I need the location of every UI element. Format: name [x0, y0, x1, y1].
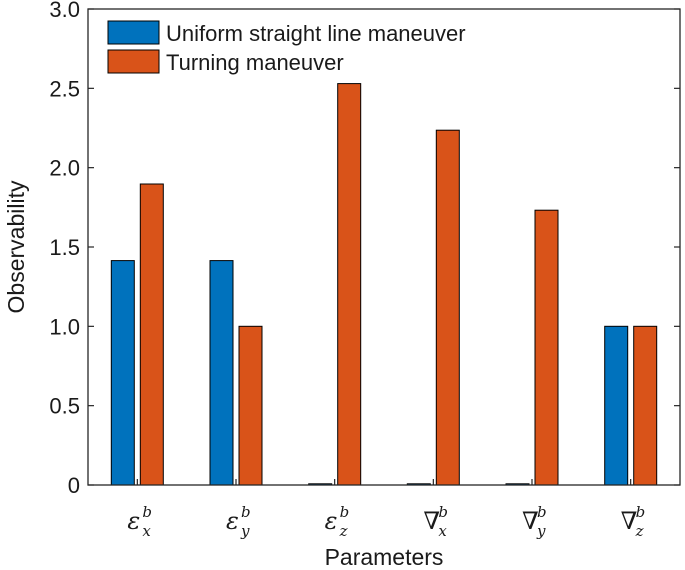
x-tick-label-superscript: b — [636, 503, 646, 521]
x-axis-ticks: ε bx ε by ε bz ∇bx ∇by ∇bz — [127, 479, 645, 540]
bar-turning-1 — [238, 325, 263, 486]
bar-turning-0 — [139, 183, 164, 486]
y-axis-label: Observability — [3, 180, 29, 313]
x-tick-label-superscript: b — [241, 503, 251, 521]
y-tick-label: 3.0 — [49, 0, 80, 22]
x-tick-label-symbol: ∇ — [621, 507, 638, 535]
bar-uniform-0 — [110, 260, 135, 486]
bar-turning-2 — [337, 83, 362, 486]
x-tick-label-subscript: y — [240, 522, 250, 540]
x-tick-label-symbol: ε — [325, 507, 338, 535]
bar-uniform-5 — [604, 325, 629, 486]
y-tick-label: 1.0 — [49, 314, 80, 339]
bar-turning-3 — [435, 129, 460, 486]
x-tick-label: ∇bz — [621, 503, 646, 540]
legend-swatch-turning — [107, 49, 160, 74]
x-tick-label-subscript: y — [536, 522, 546, 540]
x-tick-label-symbol: ε — [127, 507, 140, 535]
bar-turning-4 — [534, 209, 559, 486]
x-tick-label-superscript: b — [142, 503, 152, 521]
x-tick-label: ∇by — [522, 503, 547, 540]
y-tick-label: 2.0 — [49, 156, 80, 181]
x-tick-label-symbol: ε — [226, 507, 239, 535]
bar-uniform-1 — [209, 260, 234, 486]
x-tick-label-subscript: x — [142, 522, 151, 540]
y-tick-label: 1.5 — [49, 235, 80, 260]
x-tick-label-superscript: b — [537, 503, 547, 521]
x-tick-label: ε bx — [127, 503, 152, 540]
x-tick-label: ∇bx — [423, 503, 448, 540]
x-tick-label-superscript: b — [438, 503, 448, 521]
y-tick-label: 0.5 — [49, 394, 80, 419]
x-tick-label-subscript: z — [635, 522, 644, 540]
x-tick-label-symbol: ∇ — [423, 507, 440, 535]
x-tick-label-superscript: b — [340, 503, 350, 521]
y-axis-ticks: 0 0.5 1.0 1.5 2.0 2.5 3.0 — [49, 0, 680, 498]
legend-label-uniform: Uniform straight line maneuver — [166, 21, 466, 46]
legend-swatch-uniform — [107, 20, 160, 45]
x-tick-label: ε bz — [325, 503, 350, 540]
legend: Uniform straight line maneuver Turning ma… — [107, 20, 466, 75]
x-tick-label: ε by — [226, 503, 251, 540]
x-tick-label-symbol: ∇ — [522, 507, 539, 535]
legend-label-turning: Turning maneuver — [166, 50, 344, 75]
y-tick-label: 0 — [68, 473, 80, 498]
axes-box — [87, 8, 681, 486]
x-tick-label-subscript: x — [438, 522, 447, 540]
y-tick-label: 2.5 — [49, 76, 80, 101]
x-tick-label-subscript: z — [339, 522, 348, 540]
bar-turning-5 — [633, 325, 658, 486]
x-axis-label: Parameters — [325, 544, 444, 570]
bars-group — [110, 83, 658, 486]
